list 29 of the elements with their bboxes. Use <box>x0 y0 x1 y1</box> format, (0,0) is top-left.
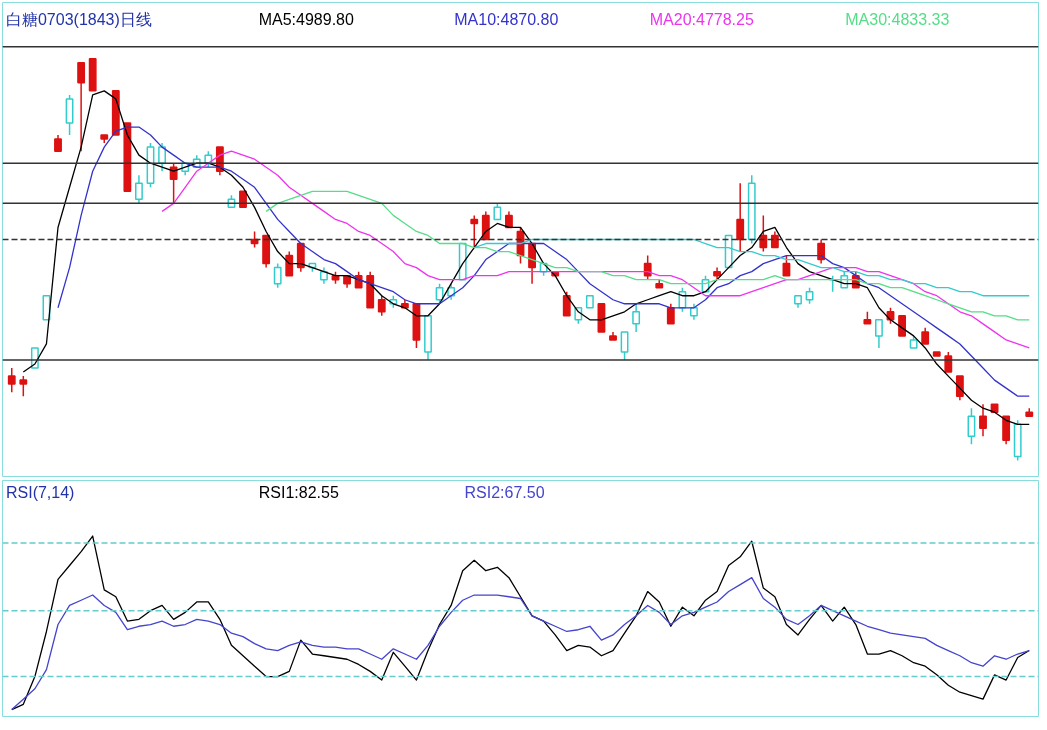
candlestick <box>377 294 386 317</box>
candlestick <box>273 262 282 289</box>
candlestick <box>736 182 745 253</box>
candlestick <box>632 303 641 333</box>
candlestick <box>470 214 479 249</box>
candlestick <box>643 254 652 281</box>
chart-title: 白糖0703(1843)日线 <box>5 10 152 28</box>
candlestick <box>19 375 28 397</box>
candlestick <box>562 290 571 317</box>
candlestick <box>77 62 86 152</box>
candlestick <box>135 174 143 205</box>
text: MA20:4778.25 <box>649 10 754 28</box>
candlestick <box>967 407 976 446</box>
candlestick <box>759 214 768 253</box>
candlestick <box>666 303 675 325</box>
candlestick <box>955 375 964 401</box>
text: MA5:4989.80 <box>258 10 355 28</box>
text: MA30:4833.33 <box>845 10 950 28</box>
candlestick <box>817 238 826 265</box>
text: RSI1:82.55 <box>258 483 339 501</box>
text: RSI2:67.50 <box>464 483 545 501</box>
candlestick <box>285 250 294 277</box>
candlestick <box>620 331 629 361</box>
text: MA10:4870.80 <box>454 10 559 28</box>
candlestick <box>875 319 883 349</box>
candlestick <box>7 367 16 393</box>
candlestick <box>979 403 987 438</box>
chart-title: RSI(7,14) <box>5 483 75 501</box>
candlestick <box>169 162 178 205</box>
